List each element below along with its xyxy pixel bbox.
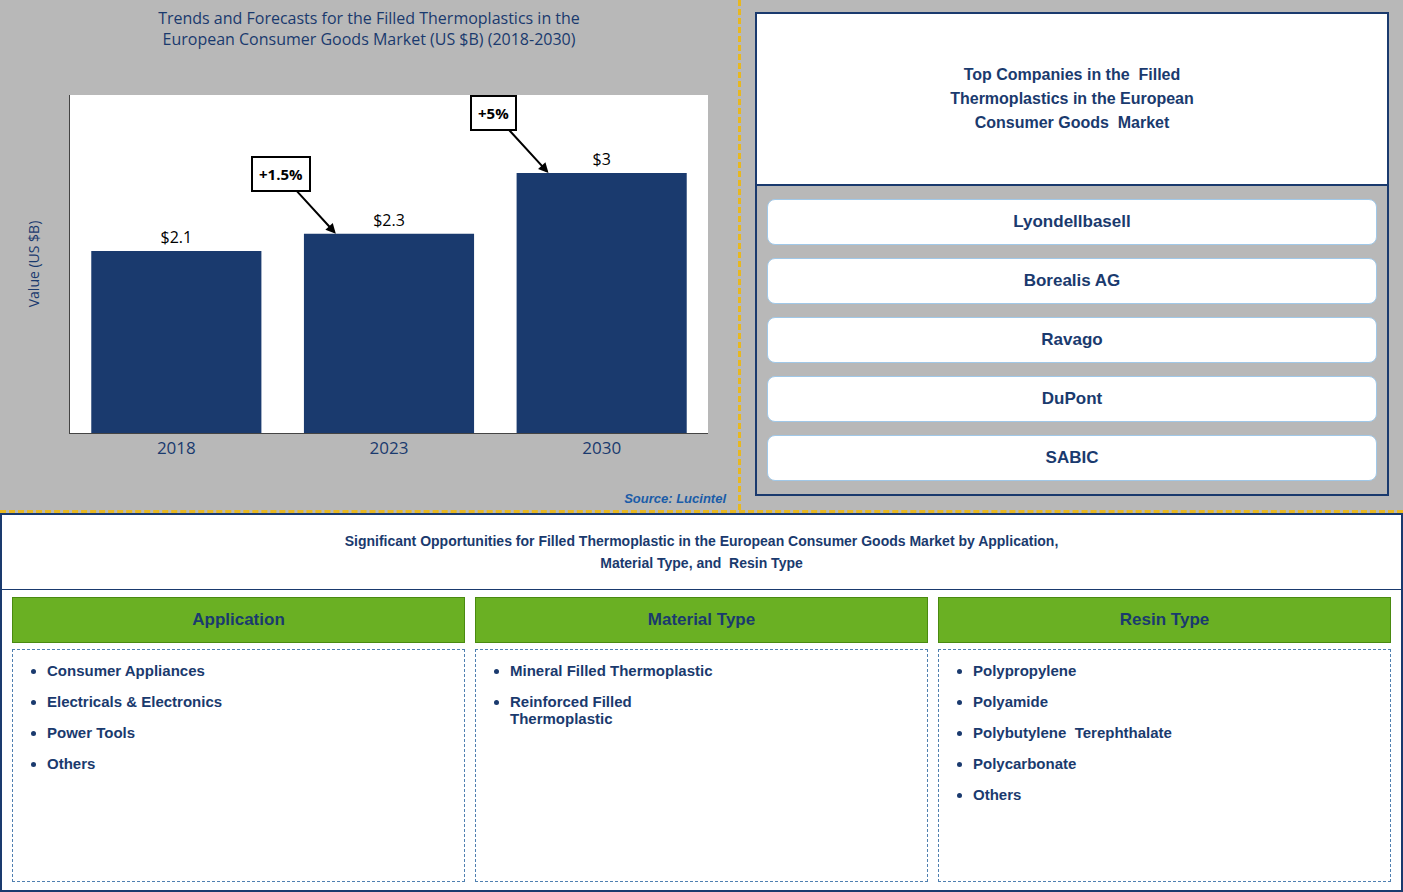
svg-text:Trends and Forecasts for the F: Trends and Forecasts for the Filled Ther…	[158, 7, 580, 50]
html-text:Polybutylene Terephthalate: Polybutylene Terephthalate	[973, 724, 1172, 741]
html-text:Polyamide: Polyamide	[973, 693, 1048, 710]
svg-text:2023: 2023	[370, 436, 409, 459]
html-text:Reinforced Filled Thermoplasti: Reinforced Filled Thermoplastic	[510, 693, 632, 727]
svg-text:Value (US $B): Value (US $B)	[24, 221, 43, 308]
html-text:Significant Opportunities for: Significant Opportunities for Filled The…	[344, 532, 1059, 571]
html-text:Application: Application	[192, 610, 285, 629]
html-text:Polycarbonate: Polycarbonate	[973, 755, 1077, 772]
html-text:Mineral Filled Thermoplastic: Mineral Filled Thermoplastic	[510, 662, 713, 679]
svg-text:$2.1: $2.1	[161, 226, 193, 248]
svg-text:+1.5%: +1.5%	[259, 164, 303, 184]
html-text:Borealis AG: Borealis AG	[1023, 270, 1121, 290]
html-text:Ravago: Ravago	[1041, 330, 1103, 349]
html-text:SABIC: SABIC	[1045, 448, 1099, 468]
html-text:DuPont: DuPont	[1041, 389, 1103, 409]
html-text:Power Tools: Power Tools	[47, 724, 136, 741]
html-text:Electricals & Electronics: Electricals & Electronics	[47, 693, 223, 710]
html-text:Others: Others	[973, 786, 1022, 803]
svg-text:$2.3: $2.3	[373, 209, 405, 231]
html-text:Polypropylene: Polypropylene	[973, 662, 1077, 679]
svg-text:2030: 2030	[582, 436, 621, 459]
html-text:Others: Others	[47, 755, 96, 772]
html-text:Material Type: Material Type	[647, 610, 756, 629]
html-text:Source: Lucintel: Source: Lucintel	[624, 491, 726, 506]
html-text:Lyondellbasell: Lyondellbasell	[1013, 211, 1131, 231]
html-text:Consumer Appliances: Consumer Appliances	[47, 662, 205, 679]
svg-text:+5%: +5%	[478, 103, 509, 123]
html-text:Top Companies in the Filled Th: Top Companies in the Filled Thermoplasti…	[950, 66, 1194, 131]
svg-text:2018: 2018	[157, 436, 196, 459]
html-text:Resin Type: Resin Type	[1119, 610, 1210, 629]
svg-text:$3: $3	[593, 148, 611, 170]
